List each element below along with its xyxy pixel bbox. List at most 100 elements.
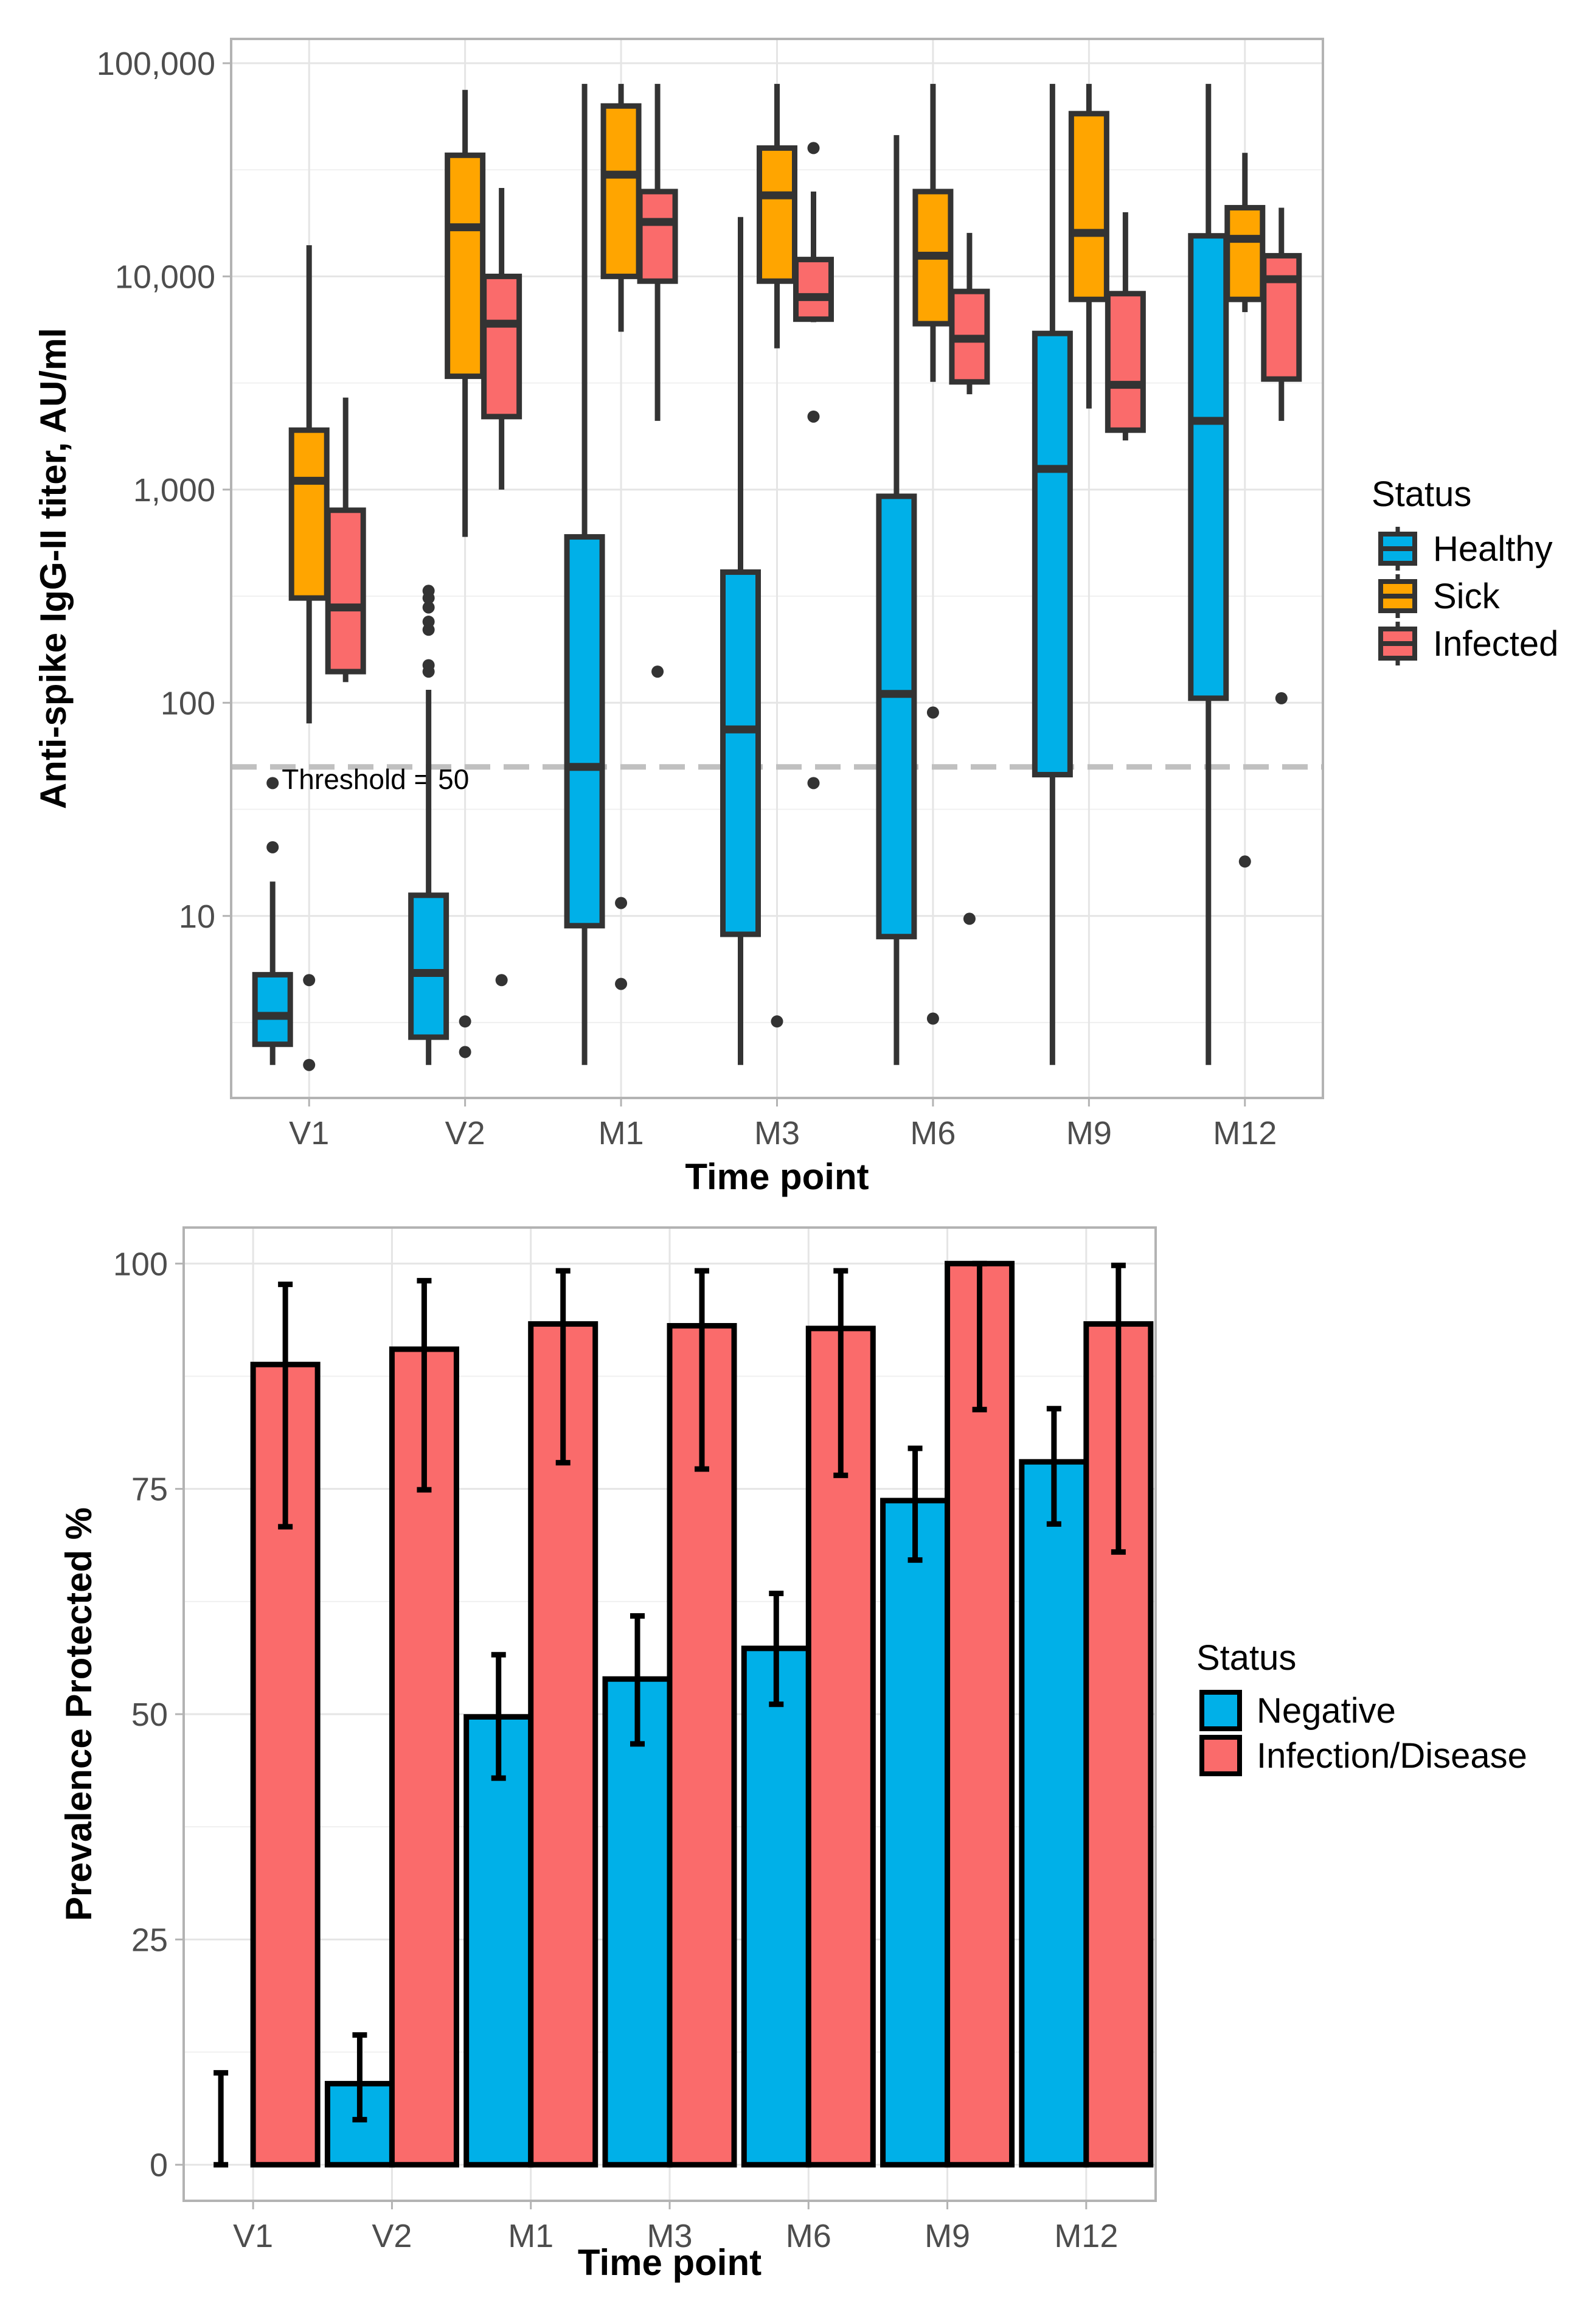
y-tick-label: 75 [131, 1471, 168, 1508]
legend-key-sick [1378, 574, 1417, 618]
outlier-point [422, 585, 435, 597]
box-body [325, 507, 366, 675]
errorbar-negative-m3 [630, 1613, 645, 1747]
outlier-point [1275, 692, 1288, 704]
box-sick-v2 [445, 89, 486, 1058]
legend-label: Negative [1257, 1691, 1396, 1731]
box-infected-m3 [793, 142, 834, 790]
outlier-point [926, 706, 939, 719]
x-tick-label: M6 [786, 2218, 831, 2254]
outlier-point [651, 665, 664, 678]
errorbar-negative-v2 [352, 2032, 367, 2123]
x-tick-label: M3 [647, 2218, 692, 2254]
x-tick-label: M3 [754, 1115, 800, 1152]
box-body [445, 152, 486, 380]
x-tick-label: V1 [233, 2218, 273, 2254]
legend-title: Status [1372, 474, 1471, 514]
outlier-point [303, 974, 316, 987]
box-body [252, 971, 293, 1047]
outlier-point [615, 897, 628, 909]
bar-negative-m6 [741, 1645, 811, 2168]
box-body [637, 189, 678, 284]
errorbar-infection-disease-m3 [695, 1268, 709, 1472]
x-tick-label: M9 [1066, 1115, 1112, 1152]
box-body [876, 493, 917, 940]
box-body [793, 257, 834, 322]
legend-key-infected [1378, 622, 1417, 665]
box-body [1261, 252, 1302, 382]
x-tick-label: M9 [925, 2218, 970, 2254]
box-body [408, 892, 449, 1040]
box-body [1224, 204, 1266, 302]
box-body [1032, 330, 1073, 777]
box-healthy-m3 [720, 217, 761, 1065]
outlier-point [807, 142, 820, 155]
outlier-point [495, 974, 508, 987]
legend: Status Negative Infection/Disease [1196, 1638, 1527, 1776]
box-healthy-v1 [252, 777, 293, 1065]
threshold-label: Threshold = 50 [282, 763, 469, 795]
errorbar-infection-disease-m9 [972, 1260, 987, 1412]
errorbar-infection-disease-m12 [1111, 1262, 1126, 1555]
box-infected-m6 [949, 232, 990, 925]
bar-infection-disease-m9 [945, 1260, 1015, 2168]
box-sick-m1 [600, 83, 642, 990]
errorbar-negative-m12 [1046, 1406, 1061, 1527]
legend-label: Healthy [1433, 529, 1553, 569]
y-axis-title: Anti-spike IgG-II titer, AU/ml [33, 328, 74, 809]
box-body [600, 103, 642, 279]
x-tick-label: V1 [289, 1115, 329, 1152]
x-tick-label: M6 [910, 1115, 956, 1152]
legend-key-healthy [1378, 527, 1417, 571]
outlier-point [459, 1046, 471, 1058]
box-healthy-m9 [1032, 83, 1073, 1065]
outlier-point [422, 659, 435, 672]
legend-title: Status [1196, 1638, 1296, 1678]
box-sick-m3 [757, 83, 797, 1028]
outlier-point [926, 1012, 939, 1025]
box-infected-v2 [481, 187, 522, 987]
box-healthy-m1 [564, 83, 605, 1065]
box-infected-v1 [325, 397, 366, 683]
outlier-point [963, 912, 976, 925]
outlier-point [771, 1015, 783, 1028]
bar-negative-m1 [463, 1714, 534, 2168]
x-tick-label: V2 [445, 1115, 485, 1152]
y-axis-title: Prevalence Protected % [58, 1507, 99, 1921]
outlier-point [303, 1058, 316, 1071]
y-tick-label: 1,000 [133, 472, 215, 509]
x-tick-label: M12 [1213, 1115, 1277, 1152]
outlier-point [266, 777, 279, 790]
box-body [481, 273, 522, 420]
errorbar-infection-disease-m1 [555, 1268, 571, 1466]
box-body [1105, 291, 1146, 433]
y-tick-label: 0 [150, 2147, 168, 2184]
box-body [564, 534, 605, 929]
legend-label: Infection/Disease [1257, 1736, 1527, 1776]
box-sick-m9 [1068, 83, 1109, 409]
box-infected-m12 [1261, 207, 1302, 704]
box-healthy-v2 [408, 585, 449, 1065]
errorbar-negative-m6 [769, 1590, 784, 1707]
box-infected-m1 [637, 83, 678, 678]
box-infected-m9 [1105, 212, 1146, 441]
outlier-point [422, 616, 435, 628]
x-tick-label: M1 [598, 1115, 644, 1152]
outlier-point [459, 1015, 471, 1028]
box-body [1188, 233, 1229, 701]
box-body [757, 145, 797, 284]
outlier-point [615, 978, 628, 990]
x-tick-label: M12 [1054, 2218, 1118, 2254]
legend-key-negative [1199, 1690, 1242, 1731]
errorbar-negative-m1 [491, 1652, 506, 1781]
bar-chart-panel: 0 25 50 75 100 V1 V2 M1 M3 M6 M9 M12 Time point Preva… [58, 1226, 1527, 2283]
x-axis-title: Time point [578, 2242, 762, 2283]
box-body [720, 569, 761, 937]
bar-negative-m3 [602, 1676, 673, 2168]
box-sick-v1 [288, 245, 330, 1071]
y-tick-label: 50 [131, 1697, 168, 1733]
errorbar-infection-disease-v2 [417, 1277, 432, 1493]
y-tick-label: 100 [113, 1246, 168, 1282]
errorbar-negative-m9 [907, 1445, 923, 1563]
